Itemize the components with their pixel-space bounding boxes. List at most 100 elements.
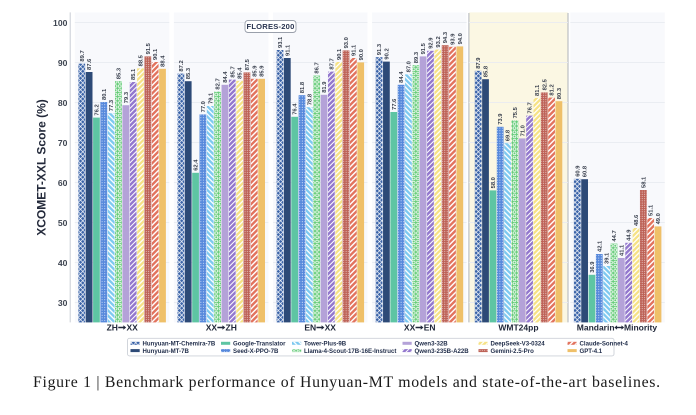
- svg-text:73.9: 73.9: [498, 113, 504, 125]
- svg-text:85.1: 85.1: [131, 68, 137, 80]
- svg-text:36.9: 36.9: [590, 261, 596, 273]
- svg-text:50: 50: [58, 218, 68, 228]
- svg-text:79.3: 79.3: [124, 91, 130, 103]
- svg-text:84.4: 84.4: [399, 71, 405, 83]
- svg-text:85.9: 85.9: [252, 65, 258, 77]
- svg-text:88.4: 88.4: [161, 55, 167, 67]
- svg-text:94.3: 94.3: [443, 31, 449, 43]
- svg-text:XX: XX: [206, 323, 218, 333]
- svg-text:Qwen3-32B: Qwen3-32B: [415, 341, 449, 348]
- svg-text:93.9: 93.9: [451, 33, 457, 45]
- svg-text:91.3: 91.3: [377, 43, 383, 55]
- svg-text:Qwen3-235B-A22B: Qwen3-235B-A22B: [415, 348, 470, 355]
- svg-text:87.7: 87.7: [329, 58, 335, 69]
- svg-text:90.1: 90.1: [153, 48, 159, 60]
- svg-text:40: 40: [58, 258, 68, 268]
- svg-text:87.0: 87.0: [406, 61, 412, 72]
- svg-text:85.3: 85.3: [117, 67, 123, 79]
- svg-text:ZH: ZH: [107, 323, 118, 333]
- svg-text:Mandarin: Mandarin: [577, 323, 615, 333]
- svg-text:93.0: 93.0: [344, 37, 350, 48]
- svg-text:62.4: 62.4: [194, 159, 200, 171]
- svg-text:89.7: 89.7: [80, 50, 86, 61]
- svg-text:42.1: 42.1: [597, 240, 603, 252]
- svg-text:EN: EN: [424, 323, 436, 333]
- svg-text:58.0: 58.0: [491, 177, 497, 188]
- svg-text:Tower-Plus-9B: Tower-Plus-9B: [304, 341, 347, 348]
- svg-text:44.9: 44.9: [627, 229, 633, 241]
- svg-text:39.1: 39.1: [605, 252, 611, 264]
- svg-text:Minority: Minority: [624, 323, 657, 333]
- svg-text:78.8: 78.8: [307, 93, 313, 105]
- svg-text:70: 70: [58, 138, 68, 148]
- svg-text:77.3: 77.3: [109, 99, 115, 111]
- svg-text:90: 90: [58, 58, 68, 68]
- svg-text:Claude-Sonnet-4: Claude-Sonnet-4: [580, 341, 629, 348]
- svg-text:91.5: 91.5: [421, 42, 427, 54]
- svg-text:XX: XX: [126, 323, 138, 333]
- svg-text:76.2: 76.2: [95, 104, 101, 115]
- svg-text:77.0: 77.0: [201, 101, 207, 112]
- svg-text:Hunyuan-MT-7B: Hunyuan-MT-7B: [143, 348, 190, 355]
- svg-text:93.2: 93.2: [436, 36, 442, 47]
- svg-text:GPT-4.1: GPT-4.1: [580, 348, 603, 355]
- svg-text:92.9: 92.9: [429, 37, 435, 49]
- svg-text:93.1: 93.1: [278, 36, 284, 48]
- svg-text:69.8: 69.8: [506, 129, 512, 141]
- svg-text:87.2: 87.2: [179, 60, 185, 71]
- svg-text:Gemini-2.5-Pro: Gemini-2.5-Pro: [491, 348, 535, 355]
- svg-text:XX: XX: [325, 323, 337, 333]
- svg-text:79.1: 79.1: [208, 92, 214, 104]
- svg-text:85.7: 85.7: [230, 66, 236, 77]
- svg-text:81.1: 81.1: [535, 84, 541, 96]
- svg-text:89.3: 89.3: [414, 51, 420, 63]
- svg-text:WMT24pp: WMT24pp: [498, 323, 538, 333]
- svg-text:94.0: 94.0: [458, 33, 464, 44]
- svg-text:80.1: 80.1: [102, 88, 108, 100]
- svg-text:60.9: 60.9: [575, 165, 581, 177]
- svg-text:82.7: 82.7: [216, 78, 222, 89]
- svg-text:60: 60: [58, 178, 68, 188]
- svg-text:51.1: 51.1: [649, 204, 655, 216]
- svg-text:87.9: 87.9: [476, 57, 482, 69]
- svg-text:77.6: 77.6: [392, 98, 398, 110]
- svg-text:Google-Translator: Google-Translator: [233, 341, 286, 348]
- svg-text:DeepSeek-V3-0324: DeepSeek-V3-0324: [491, 341, 546, 348]
- svg-text:86.7: 86.7: [315, 62, 321, 73]
- svg-text:81.2: 81.2: [550, 84, 556, 95]
- svg-text:FLORES-200: FLORES-200: [247, 22, 295, 31]
- svg-text:76.4: 76.4: [293, 103, 299, 115]
- svg-text:30: 30: [58, 298, 68, 308]
- svg-text:80.3: 80.3: [557, 87, 563, 99]
- svg-text:85.3: 85.3: [186, 67, 192, 79]
- svg-text:XX: XX: [404, 323, 416, 333]
- svg-text:41.1: 41.1: [619, 244, 625, 256]
- svg-text:XCOMET-XXL Score (%): XCOMET-XXL Score (%): [34, 99, 48, 235]
- svg-text:90.1: 90.1: [337, 48, 343, 60]
- svg-text:Llama-4-Scout-17B-16E-Instruct: Llama-4-Scout-17B-16E-Instruct: [304, 348, 396, 355]
- svg-text:EN: EN: [304, 323, 316, 333]
- svg-text:91.5: 91.5: [146, 42, 152, 54]
- svg-text:87.6: 87.6: [87, 58, 93, 70]
- svg-text:58.1: 58.1: [641, 176, 647, 188]
- svg-text:85.8: 85.8: [484, 65, 490, 77]
- svg-text:90.2: 90.2: [384, 48, 390, 59]
- svg-text:82.5: 82.5: [542, 78, 548, 90]
- svg-text:91.1: 91.1: [285, 44, 291, 56]
- svg-text:81.8: 81.8: [300, 81, 306, 93]
- svg-text:85.4: 85.4: [238, 67, 244, 79]
- svg-text:90.0: 90.0: [359, 49, 365, 60]
- svg-text:60.8: 60.8: [583, 165, 589, 177]
- svg-text:85.9: 85.9: [260, 65, 266, 77]
- svg-text:81.9: 81.9: [322, 81, 328, 93]
- svg-text:80: 80: [58, 98, 68, 108]
- svg-text:91.1: 91.1: [351, 44, 357, 56]
- svg-text:88.5: 88.5: [139, 54, 145, 66]
- svg-text:48.6: 48.6: [634, 214, 640, 226]
- svg-text:Seed-X-PPO-7B: Seed-X-PPO-7B: [233, 348, 279, 355]
- svg-text:84.4: 84.4: [223, 71, 229, 83]
- svg-text:ZH: ZH: [226, 323, 237, 333]
- svg-text:87.5: 87.5: [245, 58, 251, 70]
- svg-text:Hunyuan-MT-Chemira-7B: Hunyuan-MT-Chemira-7B: [143, 341, 216, 348]
- svg-text:75.5: 75.5: [513, 106, 519, 118]
